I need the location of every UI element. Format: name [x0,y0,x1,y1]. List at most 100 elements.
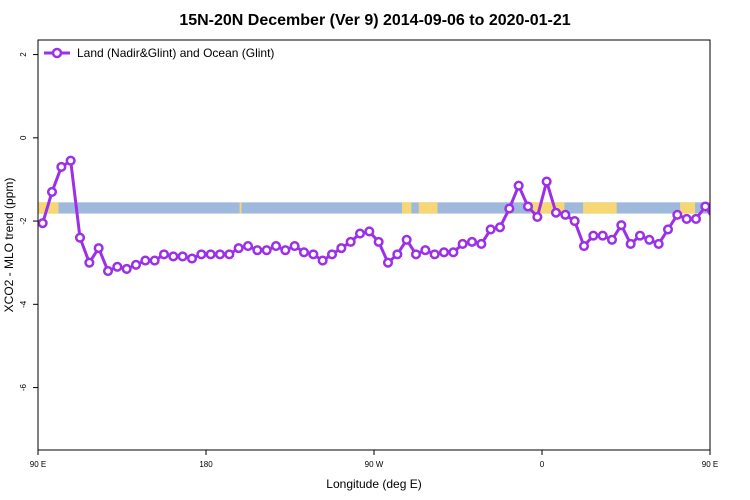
data-point [457,238,468,250]
land-band-segment [680,202,696,214]
data-point [46,186,58,197]
data-point [448,247,459,258]
data-point [644,234,655,245]
data-point [289,240,300,252]
data-point [739,157,747,165]
data-point [513,180,524,191]
land-band-segment [402,202,412,214]
data-point [730,163,738,171]
data-point [38,218,48,229]
data-point [233,243,244,254]
x-axis-label: Longitude (deg E) [326,477,421,491]
data-point [690,213,702,225]
data-point [373,236,384,247]
x-tick-label: 0 [540,460,545,469]
y-tick-label: -6 [19,383,28,391]
data-point [410,249,422,260]
y-tick-label: -2 [19,217,28,225]
land-band-segment [530,202,565,214]
data-point [485,224,496,235]
plot-frame [37,39,711,451]
data-point [569,216,580,227]
data-point [625,238,636,250]
data-point [476,238,487,250]
data-point [504,203,515,214]
data-point [720,188,728,196]
land-band-segment [418,202,438,214]
land-band-segment [38,202,50,214]
data-point [429,249,440,260]
data-point [438,247,450,258]
x-axis: 90 E 180 90 W 0 90 E [30,450,718,469]
series-layer [38,155,747,277]
data-point [345,236,356,247]
data-point [597,230,608,241]
data-point [270,240,282,252]
data-point [65,155,76,166]
land-band-segment [49,202,59,214]
data-point [466,236,478,247]
data-point [616,220,627,231]
land-band-segment [239,202,242,214]
data-point [588,230,599,241]
legend-marker-swatch [51,47,63,59]
data-point [364,226,375,237]
data-point [532,211,543,222]
data-point [214,249,226,260]
ocean-band [38,202,710,214]
data-point [168,251,179,262]
data-point [541,176,552,187]
data-point [560,209,571,220]
data-point [401,234,412,245]
data-point [709,219,710,223]
data-point [681,213,692,225]
data-point [224,249,235,260]
x-tick-label: 180 [199,460,213,469]
data-point [56,161,67,173]
data-point [653,238,664,250]
data-point [700,201,710,212]
data-point [662,224,674,235]
data-point [280,245,291,256]
data-point [130,259,142,270]
y-tick-label: 2 [19,52,28,57]
data-point [420,245,431,256]
data-point [317,255,328,266]
x-tick-label: 90 E [30,460,46,469]
data-point [308,249,319,260]
data-point [634,230,646,241]
data-point [205,249,216,260]
data-point [550,207,562,218]
data-point [93,243,104,254]
data-point [382,257,394,268]
y-tick-label: 0 [19,135,28,140]
data-point [186,253,198,264]
y-axis-label: XCO2 - MLO trend (ppm) [2,178,16,313]
land-band-segment [708,202,710,214]
data-point [74,232,86,243]
y-axis: 2 0 -2 -4 -6 [19,52,38,391]
data-point [149,255,160,266]
data-point [242,240,254,252]
legend-label: Land (Nadir&Glint) and Ocean (Glint) [77,46,274,60]
data-point [196,249,207,260]
data-point [578,240,590,252]
data-point [494,222,506,233]
data-point [392,249,403,260]
data-point [84,257,95,268]
data-point [158,249,170,260]
data-point [261,245,272,256]
data-point [112,261,123,272]
land-band-segment [583,202,617,214]
data-point [606,234,618,245]
data-point [121,263,132,274]
data-point [102,265,114,277]
data-point [177,251,188,262]
data-point [336,243,347,254]
ocean-land-band [38,202,710,214]
data-point [522,201,534,212]
data-point [298,247,310,258]
x-tick-label: 90 W [365,460,384,469]
legend: Land (Nadir&Glint) and Ocean (Glint) [44,46,274,60]
